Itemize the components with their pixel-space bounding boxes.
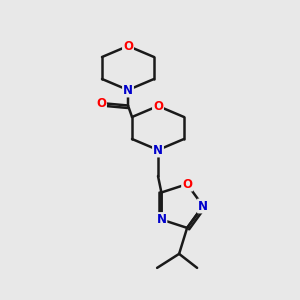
Text: N: N	[198, 200, 208, 212]
Text: N: N	[153, 143, 163, 157]
Text: N: N	[156, 213, 167, 226]
Text: O: O	[96, 97, 106, 110]
Text: O: O	[123, 40, 133, 52]
Text: O: O	[182, 178, 192, 190]
Text: N: N	[123, 83, 133, 97]
Text: O: O	[153, 100, 163, 112]
